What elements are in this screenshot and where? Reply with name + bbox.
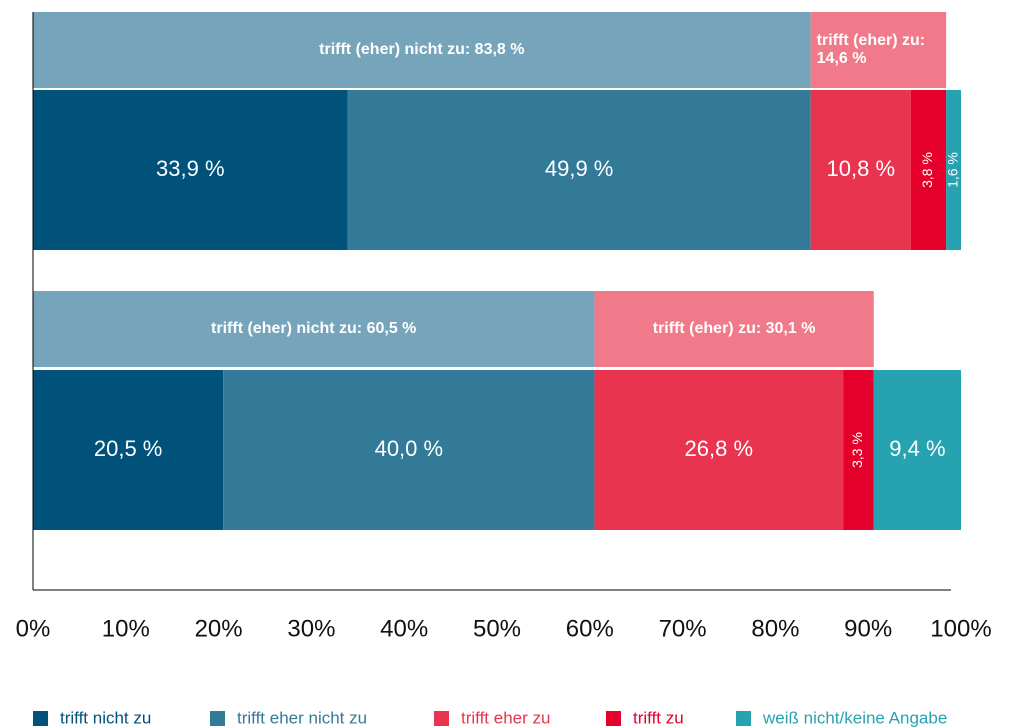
- x-tick-label: 40%: [380, 615, 428, 642]
- value-label: 3,3 %: [849, 432, 865, 468]
- summary-bar: [33, 12, 811, 88]
- x-tick-label: 100%: [930, 615, 991, 642]
- value-label: 3,8 %: [919, 152, 935, 188]
- bar: [946, 90, 961, 250]
- summary-label: trifft (eher) nicht zu: 83,8 %: [319, 41, 525, 58]
- bar: [873, 370, 961, 530]
- summary-bar: [594, 291, 874, 367]
- legend-label: trifft nicht zu: [60, 708, 151, 727]
- bar: [843, 370, 874, 530]
- bar: [33, 90, 348, 250]
- value-label: 33,9 %: [156, 156, 225, 181]
- legend-swatch: [33, 711, 48, 726]
- bar: [223, 370, 595, 530]
- legend-label: trifft zu: [633, 708, 684, 727]
- value-label: 9,4 %: [889, 436, 945, 461]
- summary-label: trifft (eher) zu: 30,1 %: [652, 320, 816, 337]
- value-label: 10,8 %: [827, 156, 896, 181]
- value-label: 40,0 %: [375, 436, 444, 461]
- legend-label: trifft eher zu: [461, 708, 550, 727]
- x-tick-label: 20%: [195, 615, 243, 642]
- x-tick-label: 10%: [102, 615, 150, 642]
- legend-swatch: [606, 711, 621, 726]
- x-tick-label: 70%: [659, 615, 707, 642]
- legend-label: trifft eher nicht zu: [237, 708, 367, 727]
- summary-bar: [810, 12, 947, 88]
- summary-label-box: trifft (eher) zu: 14,6 %: [816, 32, 926, 67]
- value-label: 20,5 %: [94, 436, 163, 461]
- summary-label-box: trifft (eher) zu: 30,1 %: [652, 320, 816, 337]
- bar: [33, 370, 224, 530]
- bar: [910, 90, 947, 250]
- summary-label: trifft (eher) nicht zu: 60,5 %: [211, 320, 417, 337]
- summary-label-box: trifft (eher) nicht zu: 83,8 %: [319, 41, 525, 58]
- bar: [594, 370, 844, 530]
- summary-label: trifft (eher) zu: 14,6 %: [816, 32, 926, 67]
- bar: [347, 90, 811, 250]
- legend-swatch: [736, 711, 751, 726]
- value-label: 1,6 %: [944, 152, 960, 188]
- x-tick-label: 0%: [16, 615, 51, 642]
- value-label: 26,8 %: [685, 436, 754, 461]
- bar: [810, 90, 911, 250]
- x-tick-label: 50%: [473, 615, 521, 642]
- value-label: 49,9 %: [545, 156, 614, 181]
- legend-swatch: [434, 711, 449, 726]
- legend-swatch: [210, 711, 225, 726]
- x-tick-label: 30%: [287, 615, 335, 642]
- x-tick-label: 60%: [566, 615, 614, 642]
- x-tick-label: 90%: [844, 615, 892, 642]
- x-tick-label: 80%: [751, 615, 799, 642]
- summary-bar: [33, 291, 595, 367]
- summary-label-box: trifft (eher) nicht zu: 60,5 %: [211, 320, 417, 337]
- legend-label: weiß nicht/keine Angabe: [762, 708, 947, 727]
